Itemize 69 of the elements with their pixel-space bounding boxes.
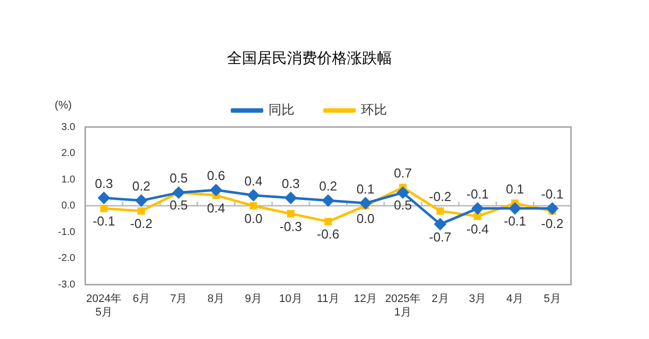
x-tick-label: 2月 [432, 293, 449, 306]
y-tick-label: 1.0 [61, 174, 76, 186]
point [100, 204, 108, 212]
point [248, 190, 260, 202]
data-label: 0.4 [244, 173, 262, 188]
y-axis-title: (%) [54, 100, 72, 112]
x-tick-label: 4月 [506, 293, 524, 306]
data-label: 0.5 [394, 198, 412, 213]
x-tick-label: 5月 [544, 293, 561, 306]
point [285, 192, 296, 204]
data-label: -0.7 [429, 229, 452, 244]
data-label: -0.2 [130, 216, 152, 232]
point [472, 202, 484, 214]
point [287, 210, 294, 218]
point [360, 197, 372, 209]
x-tick-label: 2025年 1月 [385, 293, 421, 318]
data-label: -0.2 [541, 216, 564, 232]
data-label: 0.2 [319, 178, 338, 194]
point [546, 202, 558, 214]
point [98, 192, 110, 204]
legend-label: 环比 [361, 102, 387, 118]
data-label: -0.6 [316, 226, 340, 242]
data-label: 0.1 [356, 181, 375, 196]
legend-label: 同比 [268, 102, 294, 118]
data-label: 0.5 [170, 198, 188, 213]
data-label: 0.4 [206, 200, 226, 216]
data-label: -0.2 [429, 189, 452, 204]
x-tick-label: 9月 [244, 293, 262, 306]
data-label: 0.7 [394, 165, 412, 180]
point [138, 207, 146, 215]
data-label: -0.1 [92, 214, 116, 229]
point [474, 212, 482, 220]
point [250, 202, 258, 210]
point [136, 194, 148, 206]
data-label: 0.0 [356, 210, 375, 226]
x-tick-label: 11月 [316, 293, 340, 306]
data-label: 0.0 [244, 210, 262, 226]
x-tick-label: 12月 [354, 293, 378, 306]
data-label: -0.3 [280, 218, 302, 234]
data-label: 0.3 [282, 176, 300, 191]
point [210, 184, 222, 196]
point [436, 207, 444, 215]
y-tick-label: 3.0 [61, 122, 76, 133]
data-label: 0.1 [506, 181, 524, 196]
chart-title: 全国居民消费价格涨跌幅 [227, 50, 392, 68]
y-tick-label: -2.0 [58, 253, 76, 264]
point [324, 218, 332, 226]
data-label: -0.1 [541, 186, 564, 202]
data-label: 0.6 [206, 168, 226, 184]
point [397, 186, 409, 198]
data-label: -0.1 [466, 186, 489, 202]
data-label: 0.3 [94, 176, 113, 191]
point [322, 194, 334, 206]
x-tick-label: 8月 [207, 293, 225, 306]
x-tick-label: 10月 [279, 293, 302, 306]
x-tick-label: 6月 [132, 293, 150, 306]
y-tick-label: 0.0 [61, 200, 76, 212]
data-label: 0.5 [170, 170, 188, 186]
y-tick-label: 2.0 [61, 148, 76, 160]
data-label: -0.4 [466, 221, 489, 236]
data-label: -0.1 [504, 214, 526, 229]
point [509, 202, 521, 214]
y-tick-label: -3.0 [58, 279, 76, 290]
x-tick-label: 7月 [170, 293, 188, 306]
x-tick-label: 2024年 5月 [86, 293, 122, 318]
x-tick-label: 3月 [469, 293, 486, 306]
y-tick-label: -1.0 [58, 226, 76, 238]
data-label: 0.2 [132, 178, 150, 194]
point [434, 218, 446, 230]
